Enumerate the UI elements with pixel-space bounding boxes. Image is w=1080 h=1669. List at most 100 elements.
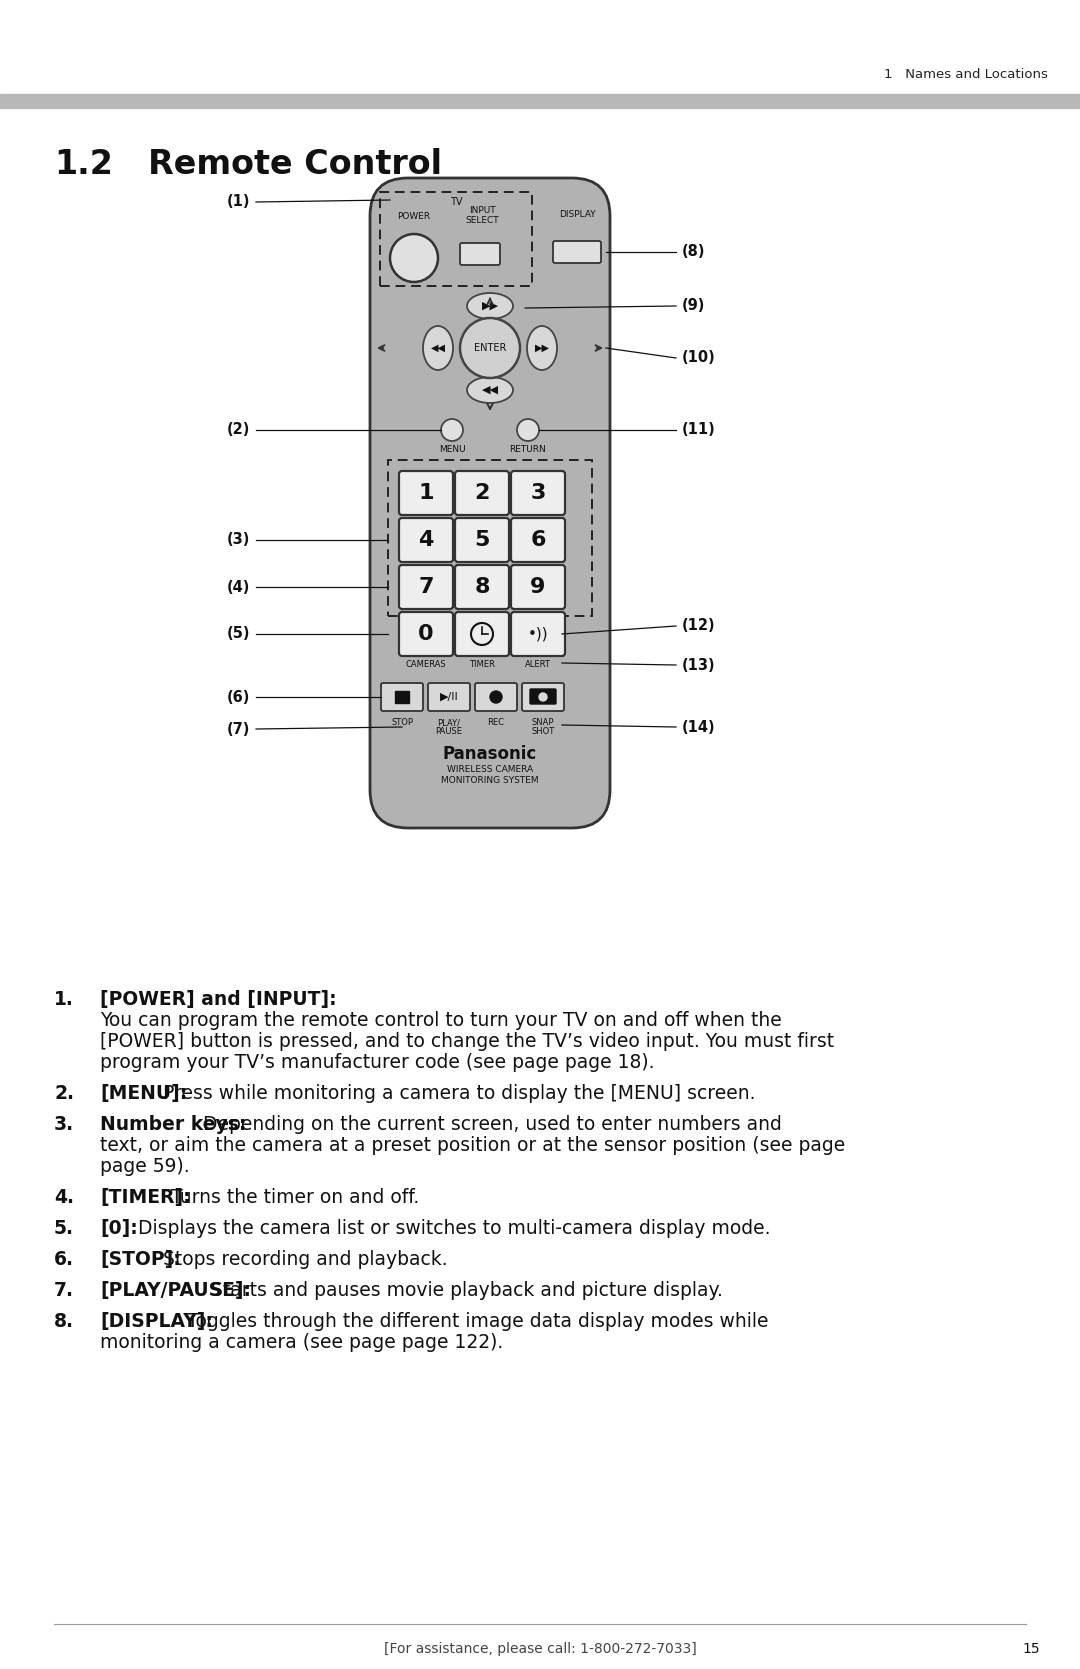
Circle shape xyxy=(441,419,463,441)
Text: 5: 5 xyxy=(474,531,489,551)
Text: (4): (4) xyxy=(227,579,249,594)
Circle shape xyxy=(490,691,502,703)
Text: ▶/II: ▶/II xyxy=(440,693,458,703)
Text: ◀◀: ◀◀ xyxy=(482,386,499,396)
Text: TIMER: TIMER xyxy=(469,659,495,669)
Text: (6): (6) xyxy=(227,689,249,704)
FancyBboxPatch shape xyxy=(399,613,453,656)
Text: (11): (11) xyxy=(681,422,716,437)
Text: SNAP: SNAP xyxy=(531,718,554,728)
Text: (7): (7) xyxy=(227,721,249,736)
Text: [MENU]:: [MENU]: xyxy=(100,1083,187,1103)
Text: 1.: 1. xyxy=(54,990,73,1010)
Text: Depending on the current screen, used to enter numbers and: Depending on the current screen, used to… xyxy=(198,1115,782,1133)
Text: 0: 0 xyxy=(418,624,434,644)
Text: 7: 7 xyxy=(418,577,434,598)
Text: 1: 1 xyxy=(418,482,434,502)
Bar xyxy=(395,691,409,703)
FancyBboxPatch shape xyxy=(475,683,517,711)
Text: 2.: 2. xyxy=(54,1083,75,1103)
Text: 4: 4 xyxy=(418,531,434,551)
FancyBboxPatch shape xyxy=(460,244,500,265)
FancyBboxPatch shape xyxy=(428,683,470,711)
FancyBboxPatch shape xyxy=(455,517,509,562)
FancyBboxPatch shape xyxy=(553,240,600,264)
Text: 3.: 3. xyxy=(54,1115,75,1133)
Text: •)): •)) xyxy=(528,626,549,641)
Ellipse shape xyxy=(423,325,453,371)
Text: POWER: POWER xyxy=(397,212,431,220)
Text: (10): (10) xyxy=(681,350,716,366)
Circle shape xyxy=(460,319,519,377)
Text: INPUT
SELECT: INPUT SELECT xyxy=(465,205,499,225)
Circle shape xyxy=(390,234,438,282)
Text: Stops recording and playback.: Stops recording and playback. xyxy=(157,1250,447,1268)
Ellipse shape xyxy=(467,294,513,319)
Text: page 59).: page 59). xyxy=(100,1157,190,1177)
Text: Number keys:: Number keys: xyxy=(100,1115,246,1133)
Text: 9: 9 xyxy=(530,577,545,598)
Text: Remote Control: Remote Control xyxy=(148,149,442,180)
Text: 6: 6 xyxy=(530,531,545,551)
Text: TV: TV xyxy=(449,197,462,207)
Text: (9): (9) xyxy=(681,299,705,314)
Text: SHOT: SHOT xyxy=(531,728,555,736)
Text: PLAY/: PLAY/ xyxy=(437,718,460,728)
Text: (2): (2) xyxy=(227,422,249,437)
Text: 15: 15 xyxy=(1023,1642,1040,1656)
Text: [PLAY/PAUSE]:: [PLAY/PAUSE]: xyxy=(100,1282,251,1300)
FancyBboxPatch shape xyxy=(381,683,423,711)
Text: monitoring a camera (see page page 122).: monitoring a camera (see page page 122). xyxy=(100,1334,503,1352)
Text: [POWER] and [INPUT]:: [POWER] and [INPUT]: xyxy=(100,990,337,1010)
Text: 6.: 6. xyxy=(54,1250,75,1268)
Text: 8: 8 xyxy=(474,577,489,598)
Text: [TIMER]:: [TIMER]: xyxy=(100,1188,191,1207)
Text: You can program the remote control to turn your TV on and off when the: You can program the remote control to tu… xyxy=(100,1011,782,1030)
Text: (3): (3) xyxy=(227,532,249,547)
Text: (1): (1) xyxy=(227,195,249,210)
FancyBboxPatch shape xyxy=(455,613,509,656)
Text: Starts and pauses movie playback and picture display.: Starts and pauses movie playback and pic… xyxy=(205,1282,724,1300)
Text: DISPLAY: DISPLAY xyxy=(558,210,595,219)
Text: 1   Names and Locations: 1 Names and Locations xyxy=(885,68,1048,82)
Text: ▶▶: ▶▶ xyxy=(482,300,499,310)
Text: [0]:: [0]: xyxy=(100,1218,138,1238)
FancyBboxPatch shape xyxy=(522,683,564,711)
Text: Toggles through the different image data display modes while: Toggles through the different image data… xyxy=(181,1312,769,1330)
Text: STOP: STOP xyxy=(391,718,413,728)
Text: Panasonic: Panasonic xyxy=(443,744,537,763)
Text: REC: REC xyxy=(487,718,504,728)
Text: [DISPLAY]:: [DISPLAY]: xyxy=(100,1312,213,1330)
Text: Press while monitoring a camera to display the [MENU] screen.: Press while monitoring a camera to displ… xyxy=(157,1083,755,1103)
FancyBboxPatch shape xyxy=(511,613,565,656)
FancyBboxPatch shape xyxy=(399,517,453,562)
Text: 8.: 8. xyxy=(54,1312,75,1330)
Bar xyxy=(0,93,1080,108)
Text: PAUSE: PAUSE xyxy=(435,728,462,736)
FancyBboxPatch shape xyxy=(511,471,565,516)
Text: CAMERAS: CAMERAS xyxy=(406,659,446,669)
Ellipse shape xyxy=(467,377,513,402)
Circle shape xyxy=(517,419,539,441)
FancyBboxPatch shape xyxy=(511,517,565,562)
Text: (14): (14) xyxy=(681,719,716,734)
Text: [STOP]:: [STOP]: xyxy=(100,1250,180,1268)
Text: 5.: 5. xyxy=(54,1218,75,1238)
Text: ENTER: ENTER xyxy=(474,344,507,354)
Text: (13): (13) xyxy=(681,658,716,673)
Text: (5): (5) xyxy=(227,626,249,641)
FancyBboxPatch shape xyxy=(455,471,509,516)
Text: Displays the camera list or switches to multi-camera display mode.: Displays the camera list or switches to … xyxy=(133,1218,771,1238)
FancyBboxPatch shape xyxy=(399,566,453,609)
Text: program your TV’s manufacturer code (see page page 18).: program your TV’s manufacturer code (see… xyxy=(100,1053,654,1071)
Text: 4.: 4. xyxy=(54,1188,75,1207)
Text: Turns the timer on and off.: Turns the timer on and off. xyxy=(165,1188,419,1207)
Text: 2: 2 xyxy=(474,482,489,502)
Text: 3: 3 xyxy=(530,482,545,502)
FancyBboxPatch shape xyxy=(455,566,509,609)
Text: [For assistance, please call: 1-800-272-7033]: [For assistance, please call: 1-800-272-… xyxy=(383,1642,697,1656)
Text: WIRELESS CAMERA
MONITORING SYSTEM: WIRELESS CAMERA MONITORING SYSTEM xyxy=(442,764,539,784)
Text: ▶▶: ▶▶ xyxy=(535,344,550,354)
Text: (8): (8) xyxy=(681,244,705,259)
Circle shape xyxy=(539,693,546,701)
